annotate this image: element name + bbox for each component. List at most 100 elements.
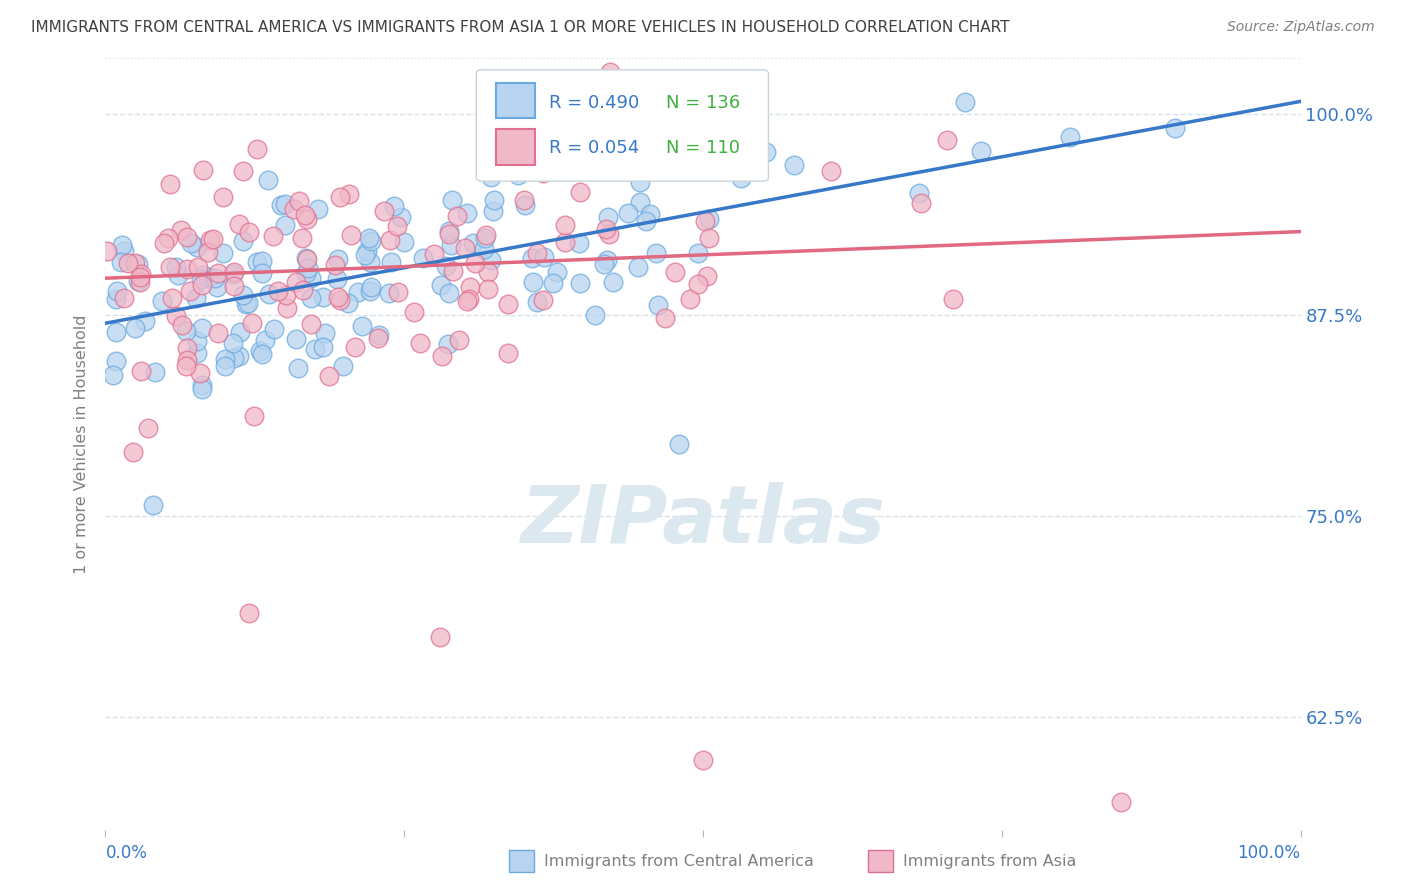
Point — [191, 268, 214, 283]
Point — [153, 236, 176, 251]
Point — [314, 326, 336, 341]
Point — [626, 260, 648, 274]
Text: 0.0%: 0.0% — [105, 844, 148, 862]
Point — [129, 267, 152, 281]
Point — [496, 297, 519, 311]
Point — [678, 292, 700, 306]
Point — [232, 288, 254, 302]
Point — [190, 321, 212, 335]
Point — [110, 237, 132, 252]
Point — [117, 256, 139, 270]
Point — [190, 272, 212, 286]
Point — [356, 244, 378, 258]
Point — [482, 194, 505, 208]
Point — [350, 319, 373, 334]
Point — [274, 197, 297, 211]
Point — [441, 263, 464, 277]
Text: Immigrants from Asia: Immigrants from Asia — [903, 855, 1076, 869]
Point — [412, 251, 434, 265]
Point — [112, 244, 135, 259]
Point — [101, 368, 124, 382]
Point — [176, 352, 198, 367]
Point — [602, 275, 624, 289]
Point — [526, 246, 548, 260]
Point — [696, 269, 718, 284]
Point — [402, 305, 425, 319]
Point — [456, 293, 478, 308]
Point — [127, 257, 149, 271]
Point — [105, 285, 128, 299]
Point — [283, 202, 305, 217]
Point — [176, 341, 198, 355]
Point — [434, 259, 457, 273]
Point — [326, 252, 349, 266]
Point — [186, 292, 208, 306]
Point — [207, 266, 229, 280]
Point — [228, 349, 250, 363]
Point — [142, 498, 165, 512]
Point — [307, 202, 329, 216]
Point — [323, 258, 346, 272]
Point — [569, 276, 592, 290]
Point — [186, 346, 208, 360]
Point — [134, 314, 156, 328]
Point — [461, 236, 484, 251]
Point — [423, 247, 446, 261]
Point — [228, 218, 250, 232]
Point — [583, 308, 606, 322]
Point — [664, 265, 686, 279]
Point — [910, 195, 932, 210]
Point — [554, 235, 576, 250]
Point — [224, 278, 246, 293]
Point — [520, 251, 543, 265]
Text: N = 110: N = 110 — [666, 139, 740, 157]
Point — [645, 246, 668, 260]
Point — [337, 187, 360, 202]
Point — [640, 207, 662, 221]
Point — [124, 255, 146, 269]
Point — [205, 280, 228, 294]
Point — [569, 185, 592, 199]
Point — [238, 606, 260, 620]
Point — [354, 248, 377, 262]
Point — [479, 252, 502, 267]
Point — [253, 333, 276, 347]
Point — [1111, 795, 1133, 809]
Point — [129, 269, 152, 284]
Point — [531, 166, 554, 180]
Point — [970, 144, 993, 158]
Point — [159, 260, 181, 274]
Point — [479, 170, 502, 185]
Point — [114, 291, 136, 305]
Point — [332, 359, 354, 374]
Point — [166, 268, 188, 283]
Text: 100.0%: 100.0% — [1237, 844, 1301, 862]
Point — [460, 279, 482, 293]
Text: R = 0.054: R = 0.054 — [550, 139, 640, 157]
Point — [820, 164, 842, 178]
Point — [378, 285, 401, 300]
Point — [250, 253, 273, 268]
Point — [276, 301, 298, 316]
Point — [437, 227, 460, 242]
Point — [394, 235, 416, 249]
Point — [174, 359, 197, 374]
Point — [526, 294, 548, 309]
Point — [96, 244, 118, 258]
Point — [191, 378, 214, 392]
Point — [165, 310, 187, 324]
Point — [235, 297, 257, 311]
Point — [232, 234, 254, 248]
Point — [728, 147, 751, 161]
Point — [287, 360, 309, 375]
Point — [222, 351, 245, 365]
Point — [299, 317, 322, 331]
Point — [294, 209, 316, 223]
Point — [246, 142, 269, 156]
Point — [522, 275, 544, 289]
Point — [291, 283, 314, 297]
Point — [262, 229, 284, 244]
Point — [533, 250, 555, 264]
Point — [482, 204, 505, 219]
Point — [274, 218, 297, 232]
